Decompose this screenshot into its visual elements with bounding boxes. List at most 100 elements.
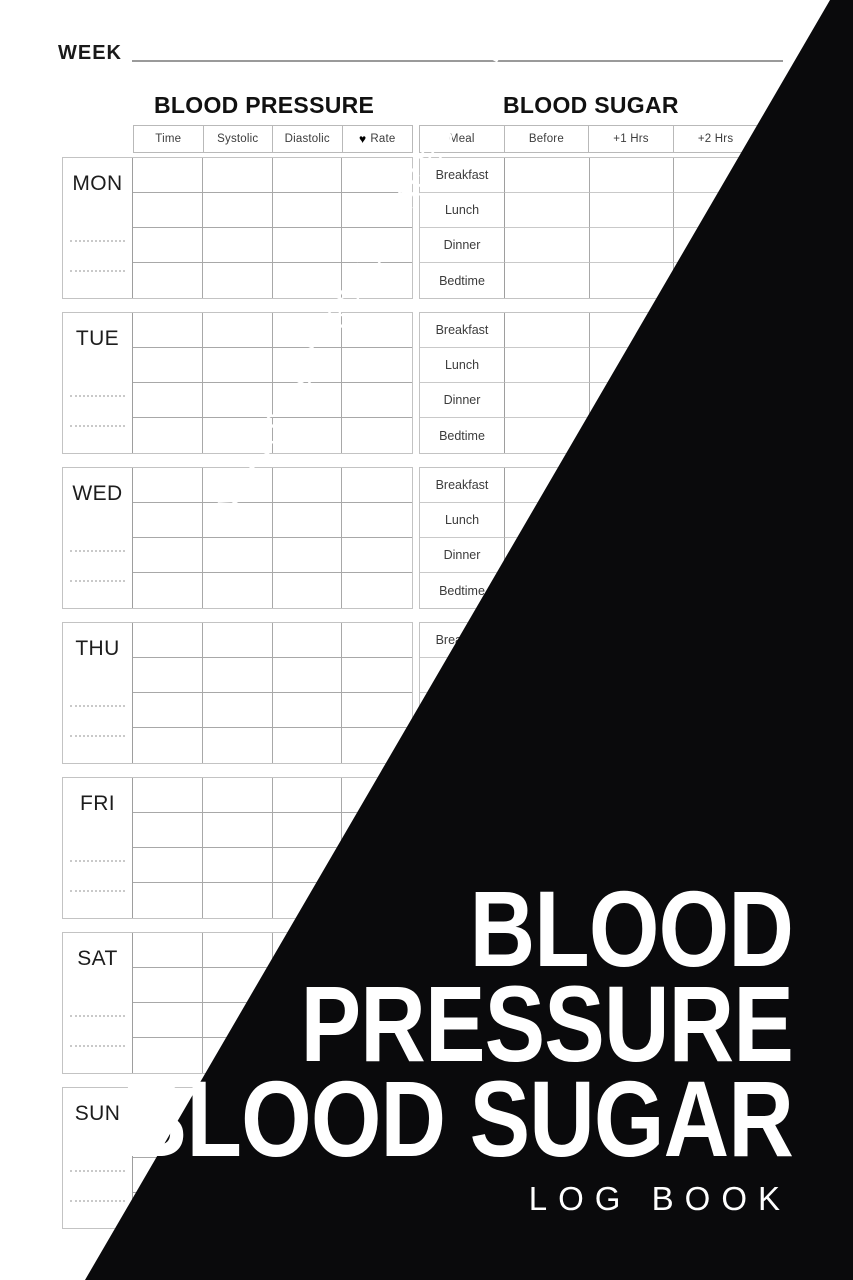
- note-dotted-line: [70, 395, 125, 397]
- bp-entry-cell[interactable]: [133, 813, 203, 848]
- bp-entry-cell[interactable]: [272, 468, 343, 503]
- bp-entry-cell[interactable]: [133, 658, 203, 693]
- bp-entry-cell[interactable]: [202, 193, 273, 228]
- bp-entry-cell[interactable]: [272, 503, 343, 538]
- bp-entry-cell[interactable]: [342, 658, 412, 693]
- bs-meal-label: Lunch: [420, 193, 505, 228]
- bp-entry-cell[interactable]: [273, 573, 343, 608]
- bs-entry-cell[interactable]: [505, 158, 590, 193]
- bp-entry-cell[interactable]: [342, 383, 412, 418]
- bp-entry-cell[interactable]: [133, 778, 203, 813]
- bp-entry-cell[interactable]: [202, 693, 273, 728]
- bp-entry-cell[interactable]: [202, 348, 273, 383]
- bp-entry-cell[interactable]: [203, 263, 273, 298]
- bp-entry-cell[interactable]: [133, 538, 203, 573]
- bp-entry-cell[interactable]: [133, 933, 203, 968]
- bp-entry-cell[interactable]: [133, 193, 203, 228]
- bp-entry-cell[interactable]: [133, 418, 203, 453]
- bp-entry-cell[interactable]: [133, 313, 203, 348]
- bp-entry-cell[interactable]: [273, 263, 343, 298]
- bp-entry-cell[interactable]: [202, 383, 273, 418]
- bp-entry-cell[interactable]: [202, 623, 273, 658]
- bs-entry-cell[interactable]: [505, 228, 590, 263]
- bp-entry-cell[interactable]: [342, 573, 412, 608]
- bs-entry-cell[interactable]: [589, 228, 674, 263]
- bp-entry-cell[interactable]: [342, 538, 412, 573]
- bp-entry-cell[interactable]: [133, 848, 203, 883]
- bp-entry-cell[interactable]: [342, 503, 412, 538]
- bp-col-rate: ♥ Rate: [343, 126, 413, 152]
- bp-entry-cell[interactable]: [133, 503, 203, 538]
- bp-entry-cell[interactable]: [272, 778, 343, 813]
- bp-entry-cell[interactable]: [342, 623, 412, 658]
- bp-entry-cell[interactable]: [133, 468, 203, 503]
- note-dotted-line: [70, 1045, 125, 1047]
- bp-entry-cell[interactable]: [133, 968, 203, 1003]
- bp-entry-cell[interactable]: [133, 1003, 203, 1038]
- bp-entry-cell[interactable]: [202, 468, 273, 503]
- cover-title-block: BLOOD PRESSURE BLOOD SUGAR LOG BOOK: [0, 874, 794, 1218]
- bp-entry-cell[interactable]: [203, 728, 273, 763]
- bs-entry-cell[interactable]: [505, 313, 590, 348]
- bp-entry-cell[interactable]: [272, 313, 343, 348]
- note-dotted-line: [70, 580, 125, 582]
- bp-entry-cell[interactable]: [133, 728, 203, 763]
- note-dotted-line: [70, 1170, 125, 1172]
- bp-entry-cell[interactable]: [203, 418, 273, 453]
- bp-entry-cell[interactable]: [133, 383, 203, 418]
- bp-entry-cell[interactable]: [133, 228, 203, 263]
- bp-entry-cell[interactable]: [272, 193, 343, 228]
- bp-entry-cell[interactable]: [203, 883, 273, 918]
- bp-entry-cell[interactable]: [202, 933, 273, 968]
- bs-entry-cell[interactable]: [505, 193, 590, 228]
- bp-entry-cell[interactable]: [272, 158, 343, 193]
- bp-entry-grid: [133, 158, 412, 298]
- bp-entry-cell[interactable]: [272, 813, 343, 848]
- bp-entry-cell[interactable]: [342, 468, 412, 503]
- bp-entry-cell[interactable]: [202, 158, 273, 193]
- bp-entry-cell[interactable]: [133, 623, 203, 658]
- bp-entry-cell[interactable]: [272, 693, 343, 728]
- bp-entry-cell[interactable]: [342, 313, 412, 348]
- bp-entry-cell[interactable]: [202, 538, 273, 573]
- bs-entry-cell[interactable]: [505, 348, 590, 383]
- bp-entry-cell[interactable]: [133, 883, 203, 918]
- bs-entry-cell[interactable]: [505, 263, 590, 298]
- bp-entry-cell[interactable]: [202, 228, 273, 263]
- bp-entry-cell[interactable]: [133, 573, 203, 608]
- bp-entry-cell[interactable]: [272, 348, 343, 383]
- bp-entry-cell[interactable]: [133, 348, 203, 383]
- bp-entry-cell[interactable]: [342, 158, 412, 193]
- bp-entry-cell[interactable]: [342, 348, 412, 383]
- bp-entry-cell[interactable]: [342, 228, 412, 263]
- bp-entry-cell[interactable]: [203, 573, 273, 608]
- bp-entry-cell[interactable]: [202, 778, 273, 813]
- bp-entry-cell[interactable]: [133, 693, 203, 728]
- bp-entry-cell[interactable]: [202, 658, 273, 693]
- bp-entry-cell[interactable]: [202, 313, 273, 348]
- bp-entry-cell[interactable]: [272, 658, 343, 693]
- bp-entry-cell[interactable]: [342, 418, 412, 453]
- bp-entry-cell[interactable]: [272, 623, 343, 658]
- bp-entry-cell[interactable]: [202, 503, 273, 538]
- bp-entry-cell[interactable]: [272, 228, 343, 263]
- blood-pressure-header-row: Time Systolic Diastolic ♥ Rate: [133, 125, 413, 153]
- bp-entry-cell[interactable]: [133, 158, 203, 193]
- bs-entry-cell[interactable]: [589, 193, 674, 228]
- bp-entry-cell[interactable]: [202, 848, 273, 883]
- bs-entry-cell[interactable]: [505, 383, 590, 418]
- bp-entry-cell[interactable]: [273, 728, 343, 763]
- bp-entry-cell[interactable]: [342, 193, 412, 228]
- bp-entry-cell[interactable]: [202, 813, 273, 848]
- bs-meal-label: Lunch: [420, 503, 505, 538]
- bp-day-name: MON: [72, 172, 123, 195]
- bp-entry-cell[interactable]: [133, 1038, 203, 1073]
- bs-entry-cell[interactable]: [589, 158, 674, 193]
- bp-entry-cell[interactable]: [272, 538, 343, 573]
- bp-entry-cell[interactable]: [342, 693, 412, 728]
- bs-meal-label: Breakfast: [420, 468, 505, 503]
- bp-entry-cell[interactable]: [342, 263, 412, 298]
- bp-entry-cell[interactable]: [272, 383, 343, 418]
- bp-entry-cell[interactable]: [273, 418, 343, 453]
- bp-entry-cell[interactable]: [133, 263, 203, 298]
